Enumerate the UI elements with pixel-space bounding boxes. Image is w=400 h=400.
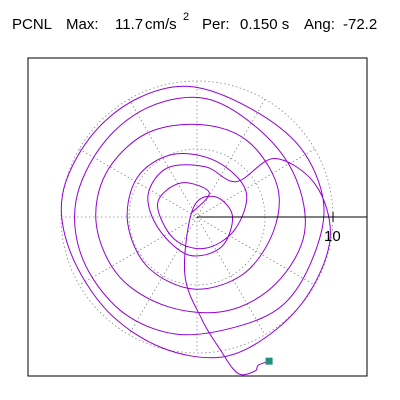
angle-label: Ang: bbox=[304, 16, 335, 33]
motion-trace bbox=[60, 85, 331, 376]
max-label: Max: bbox=[66, 16, 99, 33]
period-label: Per: bbox=[202, 16, 230, 33]
max-unit: cm/s bbox=[145, 16, 177, 33]
chart-header: PCNL Max: 11.7 cm/s 2 Per: 0.150 s Ang: … bbox=[0, 0, 400, 40]
end-marker bbox=[265, 357, 273, 365]
station-code: PCNL bbox=[12, 16, 53, 33]
period-value: 0.150 s bbox=[240, 16, 290, 33]
max-value: 11.7 bbox=[115, 16, 144, 33]
radial-tick-label: 10 bbox=[324, 228, 341, 245]
angle-value: -72.2 bbox=[343, 16, 378, 33]
max-unit-exponent: 2 bbox=[183, 11, 190, 23]
motion-trace-line-1 bbox=[60, 85, 331, 376]
reference-axis bbox=[197, 212, 367, 222]
